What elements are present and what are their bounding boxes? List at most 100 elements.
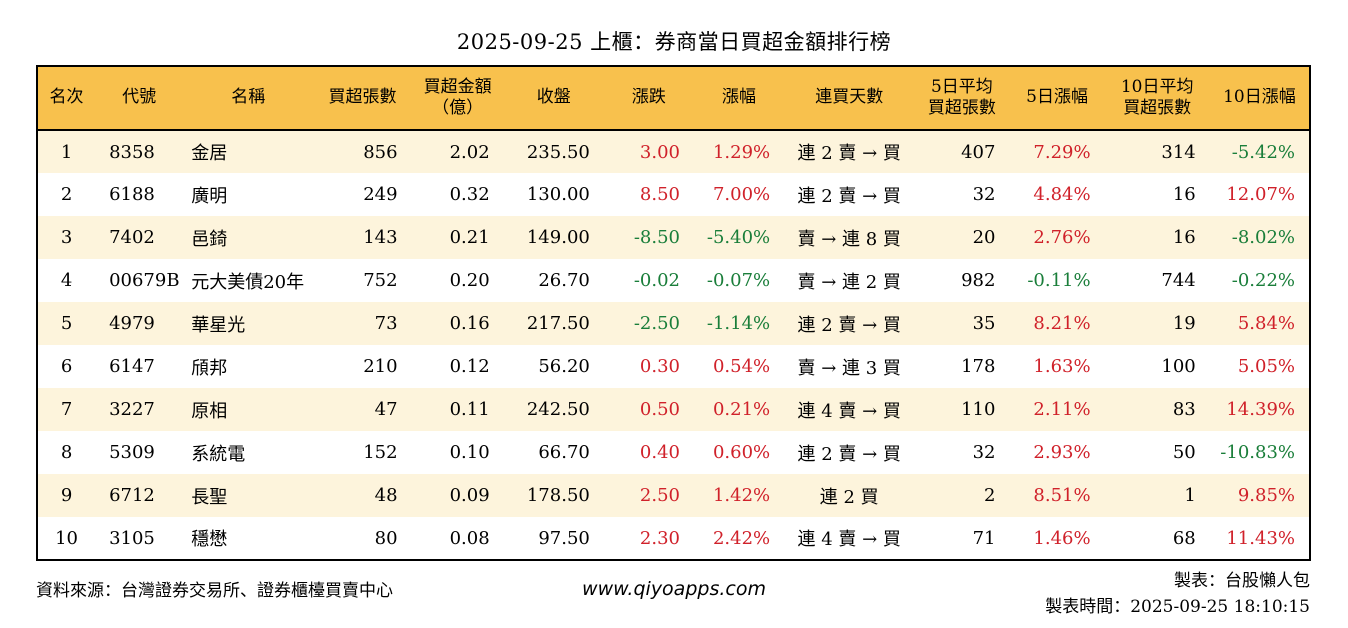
data-source-text: 資料來源：台灣證券交易所、證券櫃檯買賣中心 xyxy=(36,581,393,601)
cell-code: 4979 xyxy=(109,313,155,334)
table-header: 名次 代號 名稱 買超張數 買超金額 （億） 收盤 漲跌 漲幅 連買天數 5日平… xyxy=(37,66,1310,130)
table-row: 9 6712 長聖 48 0.09 178.50 2.50 1.42% 連 2 … xyxy=(37,474,1310,517)
cell-avg5-volume: 32 xyxy=(972,442,996,463)
cell-name: 穩懋 xyxy=(191,529,228,550)
table-row: 2 6188 廣明 249 0.32 130.00 8.50 7.00% 連 2… xyxy=(37,173,1310,216)
cell-change: 3.00 xyxy=(639,141,680,163)
table-row: 4 00679B 元大美債20年 752 0.20 26.70 -0.02 -0… xyxy=(37,259,1310,302)
cell-code: 6712 xyxy=(109,485,155,506)
cell-avg5-volume: 407 xyxy=(961,141,996,163)
cell-code: 6188 xyxy=(109,184,155,205)
cell-change-pct: 1.42% xyxy=(712,485,771,506)
cell-pct5: 8.21% xyxy=(1033,313,1091,334)
cell-pct5: 8.51% xyxy=(1033,485,1091,506)
cell-streak: 賣 → 連 2 買 xyxy=(797,271,901,293)
cell-close: 178.50 xyxy=(526,485,590,506)
cell-code: 7402 xyxy=(109,227,155,248)
cell-avg10-volume: 16 xyxy=(1172,227,1196,248)
cell-change: 8.50 xyxy=(639,184,680,205)
cell-change-pct: 1.29% xyxy=(712,141,771,163)
col-header-pct5: 5日漲幅 xyxy=(1026,87,1088,108)
cell-net-buy-volume: 73 xyxy=(374,313,398,334)
cell-pct5: 1.63% xyxy=(1033,356,1091,377)
cell-name: 廣明 xyxy=(191,185,228,207)
cell-pct5: 7.29% xyxy=(1033,141,1091,163)
cell-close: 97.50 xyxy=(538,527,590,549)
cell-change-pct: 7.00% xyxy=(712,184,771,205)
cell-net-buy-volume: 249 xyxy=(363,184,398,205)
cell-avg5-volume: 2 xyxy=(984,485,996,506)
cell-close: 235.50 xyxy=(526,141,590,163)
cell-close: 26.70 xyxy=(538,270,590,291)
cell-streak: 連 2 賣 → 買 xyxy=(797,443,901,465)
cell-streak: 連 2 賣 → 買 xyxy=(797,314,901,336)
cell-streak: 連 2 買 xyxy=(819,486,879,508)
cell-rank: 2 xyxy=(60,184,73,205)
cell-name: 華星光 xyxy=(191,314,246,336)
cell-rank: 3 xyxy=(60,227,73,248)
cell-net-buy-volume: 47 xyxy=(374,399,398,420)
page-title: 2025-09-25 上櫃：券商當日買超金額排行榜 xyxy=(456,30,892,54)
cell-pct10: 12.07% xyxy=(1226,184,1295,205)
cell-name: 原相 xyxy=(191,400,228,422)
cell-change-pct: 0.21% xyxy=(712,399,771,420)
cell-pct5: 1.46% xyxy=(1033,527,1091,549)
cell-avg5-volume: 178 xyxy=(961,356,996,377)
ranking-table-container: 名次 代號 名稱 買超張數 買超金額 （億） 收盤 漲跌 漲幅 連買天數 5日平… xyxy=(36,65,1348,561)
footer: 資料來源：台灣證券交易所、證券櫃檯買賣中心 www.qiyoapps.com 製… xyxy=(0,568,1348,628)
table-row: 1 8358 金居 856 2.02 235.50 3.00 1.29% 連 2… xyxy=(37,130,1310,173)
cell-pct10: 14.39% xyxy=(1226,399,1295,420)
cell-pct5: -0.11% xyxy=(1027,270,1091,291)
cell-net-buy-volume: 80 xyxy=(374,527,398,549)
cell-change-pct: 2.42% xyxy=(712,527,771,549)
table-row: 10 3105 穩懋 80 0.08 97.50 2.30 2.42% 連 4 … xyxy=(37,517,1310,560)
cell-rank: 1 xyxy=(60,141,73,163)
cell-change-pct: 0.54% xyxy=(712,356,771,377)
cell-close: 130.00 xyxy=(526,184,590,205)
cell-avg5-volume: 982 xyxy=(961,270,996,291)
cell-pct10: -5.42% xyxy=(1231,141,1295,163)
col-header-avg10-volume: 10日平均 買超張數 xyxy=(1120,76,1194,118)
cell-rank: 10 xyxy=(55,527,78,549)
cell-avg10-volume: 68 xyxy=(1172,527,1196,549)
cell-pct5: 2.76% xyxy=(1033,227,1091,248)
cell-name: 系統電 xyxy=(191,443,246,465)
cell-rank: 8 xyxy=(60,442,73,463)
col-header-code: 代號 xyxy=(122,87,157,108)
col-header-change-pct: 漲幅 xyxy=(722,87,757,108)
table-row: 8 5309 系統電 152 0.10 66.70 0.40 0.60% 連 2… xyxy=(37,431,1310,474)
cell-net-buy-volume: 152 xyxy=(363,442,398,463)
cell-streak: 連 2 賣 → 買 xyxy=(797,185,901,207)
cell-change: -0.02 xyxy=(633,270,680,291)
cell-rank: 4 xyxy=(60,270,73,291)
cell-close: 242.50 xyxy=(526,399,590,420)
cell-avg10-volume: 744 xyxy=(1161,270,1196,291)
cell-pct5: 4.84% xyxy=(1033,184,1091,205)
cell-avg5-volume: 110 xyxy=(961,399,996,420)
col-header-change: 漲跌 xyxy=(631,87,666,108)
cell-avg10-volume: 1 xyxy=(1184,485,1196,506)
cell-net-buy-amount: 2.02 xyxy=(449,141,490,163)
cell-streak: 連 2 賣 → 買 xyxy=(797,143,901,164)
cell-net-buy-amount: 0.32 xyxy=(449,184,490,205)
cell-change: 0.50 xyxy=(639,399,680,420)
cell-name: 邑錡 xyxy=(191,228,228,250)
cell-net-buy-volume: 143 xyxy=(363,227,398,248)
cell-name: 頎邦 xyxy=(191,357,228,379)
cell-streak: 賣 → 連 3 買 xyxy=(797,357,901,379)
ranking-table: 名次 代號 名稱 買超張數 買超金額 （億） 收盤 漲跌 漲幅 連買天數 5日平… xyxy=(36,65,1311,561)
cell-close: 149.00 xyxy=(526,227,590,248)
cell-close: 56.20 xyxy=(538,356,590,377)
website-text: www.qiyoapps.com xyxy=(582,578,766,600)
cell-avg5-volume: 35 xyxy=(972,313,996,334)
cell-name: 長聖 xyxy=(191,486,228,508)
cell-streak: 連 4 賣 → 買 xyxy=(797,400,901,422)
cell-code: 8358 xyxy=(109,141,155,163)
cell-avg10-volume: 83 xyxy=(1172,399,1196,420)
cell-pct5: 2.11% xyxy=(1033,399,1091,420)
cell-pct10: 5.84% xyxy=(1237,313,1295,334)
cell-net-buy-amount: 0.21 xyxy=(449,227,490,248)
col-header-close: 收盤 xyxy=(536,87,571,108)
table-row: 6 6147 頎邦 210 0.12 56.20 0.30 0.54% 賣 → … xyxy=(37,345,1310,388)
cell-change: 2.30 xyxy=(639,527,680,549)
